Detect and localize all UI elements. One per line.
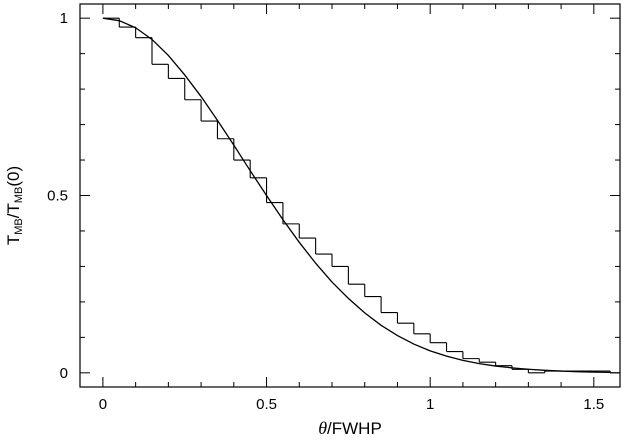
y-tick-label: 0 <box>60 365 68 382</box>
plot-frame <box>79 3 621 388</box>
x-axis-label: θ/FWHP <box>318 418 382 438</box>
y-tick-label: 0.5 <box>47 188 68 205</box>
x-tick-label: 1 <box>426 396 434 413</box>
y-axis-label: TMB/TMB(0) <box>4 165 26 245</box>
x-tick-label: 1.5 <box>583 396 604 413</box>
y-tick-label: 1 <box>60 10 68 27</box>
gaussian-curve <box>102 17 611 373</box>
tick-labels: 0 0.5 1 1.5 0 0.5 1 <box>47 10 604 413</box>
x-tick-label: 0 <box>99 396 107 413</box>
axis-ticks <box>80 4 620 387</box>
series-layer <box>102 17 620 374</box>
x-tick-label: 0.5 <box>256 396 277 413</box>
